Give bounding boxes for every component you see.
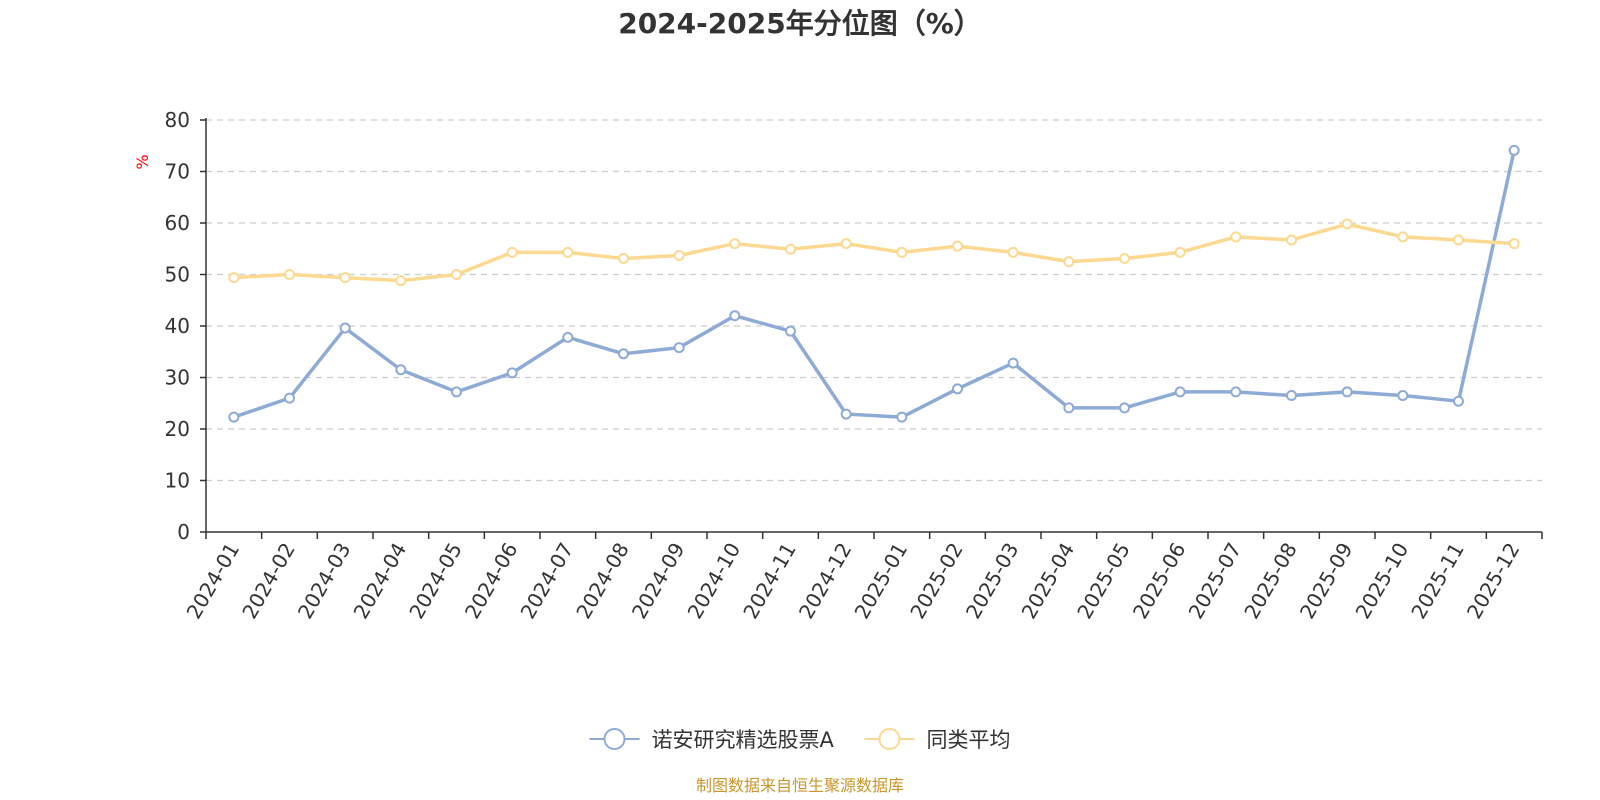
data-point: [1453, 395, 1464, 407]
x-tick-label: 2024-04: [349, 539, 412, 623]
data-point: [840, 408, 852, 420]
data-point: [1230, 386, 1242, 398]
data-point: [562, 246, 574, 258]
data-point: [952, 383, 963, 395]
x-tick-label: 2024-12: [794, 539, 857, 623]
data-point: [284, 269, 295, 280]
series-lines: [228, 144, 1520, 423]
x-tick-label: 2024-02: [237, 539, 300, 623]
legend-item-0[interactable]: 诺安研究精选股票A: [589, 728, 835, 752]
data-point: [673, 249, 685, 261]
legend-item-1[interactable]: 同类平均: [864, 728, 1011, 752]
data-point: [729, 238, 741, 250]
data-point: [1007, 246, 1019, 258]
y-tick-label: 20: [165, 417, 190, 441]
data-point: [618, 348, 629, 360]
data-point: [1508, 144, 1520, 156]
data-point: [506, 246, 518, 258]
x-tick-label: 2025-09: [1295, 539, 1358, 623]
y-tick-label: 70: [165, 160, 190, 184]
y-tick-label: 0: [177, 520, 190, 544]
x-tick-label: 2025-12: [1462, 539, 1525, 623]
x-tick-label: 2024-10: [683, 539, 746, 623]
data-point: [1119, 253, 1130, 265]
data-point: [840, 238, 852, 250]
x-tick-label: 2025-10: [1351, 539, 1414, 623]
y-tick-label: 40: [165, 314, 190, 338]
legend-marker-icon: [878, 728, 901, 750]
data-point: [1063, 402, 1075, 414]
data-point: [1119, 402, 1130, 414]
x-tick-label: 2025-07: [1184, 539, 1247, 623]
y-tick-label: 60: [165, 211, 190, 235]
data-point: [339, 322, 351, 334]
data-point: [1007, 357, 1019, 369]
x-tick-label: 2025-01: [850, 539, 913, 623]
legend-label: 诺安研究精选股票A: [652, 728, 835, 752]
x-tick-label: 2025-06: [1128, 539, 1191, 623]
data-point: [618, 253, 629, 265]
data-point: [451, 386, 462, 398]
data-point: [952, 240, 963, 252]
data-point: [562, 331, 574, 343]
x-tick-label: 2025-05: [1072, 539, 1135, 623]
x-tick-label: 2024-07: [516, 539, 579, 623]
data-point: [1063, 256, 1075, 268]
legend[interactable]: 诺安研究精选股票A 同类平均: [589, 728, 1011, 752]
data-point: [785, 325, 796, 337]
data-point: [506, 367, 518, 379]
data-point: [395, 364, 407, 376]
data-point: [1230, 231, 1242, 243]
data-point: [896, 246, 908, 258]
data-point: [896, 411, 908, 423]
data-point: [451, 269, 462, 280]
axes: 01020304050607080%2024-012024-022024-032…: [133, 108, 1543, 623]
x-tick-label: 2024-08: [571, 539, 634, 623]
data-point: [1174, 246, 1186, 258]
x-tick-label: 2025-08: [1239, 539, 1302, 623]
data-point: [673, 342, 685, 354]
data-point: [339, 272, 351, 284]
data-point: [228, 411, 240, 423]
y-tick-label: 30: [165, 366, 190, 390]
x-tick-label: 2024-05: [404, 539, 467, 623]
series-line-0: [233, 150, 1516, 419]
x-tick-label: 2025-11: [1406, 539, 1469, 623]
grid-lines: [206, 119, 1542, 482]
data-point: [1397, 390, 1409, 402]
legend-marker-icon: [603, 728, 626, 750]
x-tick-label: 2024-06: [460, 539, 523, 623]
x-tick-label: 2024-01: [182, 539, 245, 623]
x-tick-label: 2024-03: [293, 539, 356, 623]
data-point: [1397, 231, 1409, 243]
chart-title: 2024-2025年分位图（%）: [618, 7, 982, 40]
series-line-1: [233, 222, 1515, 283]
data-point: [395, 275, 407, 287]
x-tick-label: 2025-02: [905, 539, 968, 623]
y-tick-label: 80: [165, 108, 190, 132]
data-point: [1174, 386, 1186, 398]
data-point: [1341, 218, 1353, 230]
data-point: [228, 272, 240, 284]
data-source-note: 制图数据来自恒生聚源数据库: [695, 776, 904, 795]
y-tick-label: 50: [165, 263, 190, 287]
data-point: [284, 392, 295, 404]
y-axis-label: %: [133, 154, 152, 169]
data-point: [1286, 390, 1297, 402]
x-tick-label: 2025-04: [1017, 539, 1080, 623]
data-point: [1508, 238, 1520, 250]
x-tick-label: 2025-03: [961, 539, 1024, 623]
legend-label: 同类平均: [927, 728, 1011, 752]
y-tick-label: 10: [165, 469, 190, 493]
x-tick-label: 2024-11: [738, 539, 801, 623]
data-point: [785, 243, 796, 255]
data-point: [729, 310, 741, 322]
data-point: [1286, 234, 1297, 246]
data-point: [1453, 234, 1464, 246]
x-tick-label: 2024-09: [627, 539, 690, 623]
data-point: [1341, 386, 1353, 398]
